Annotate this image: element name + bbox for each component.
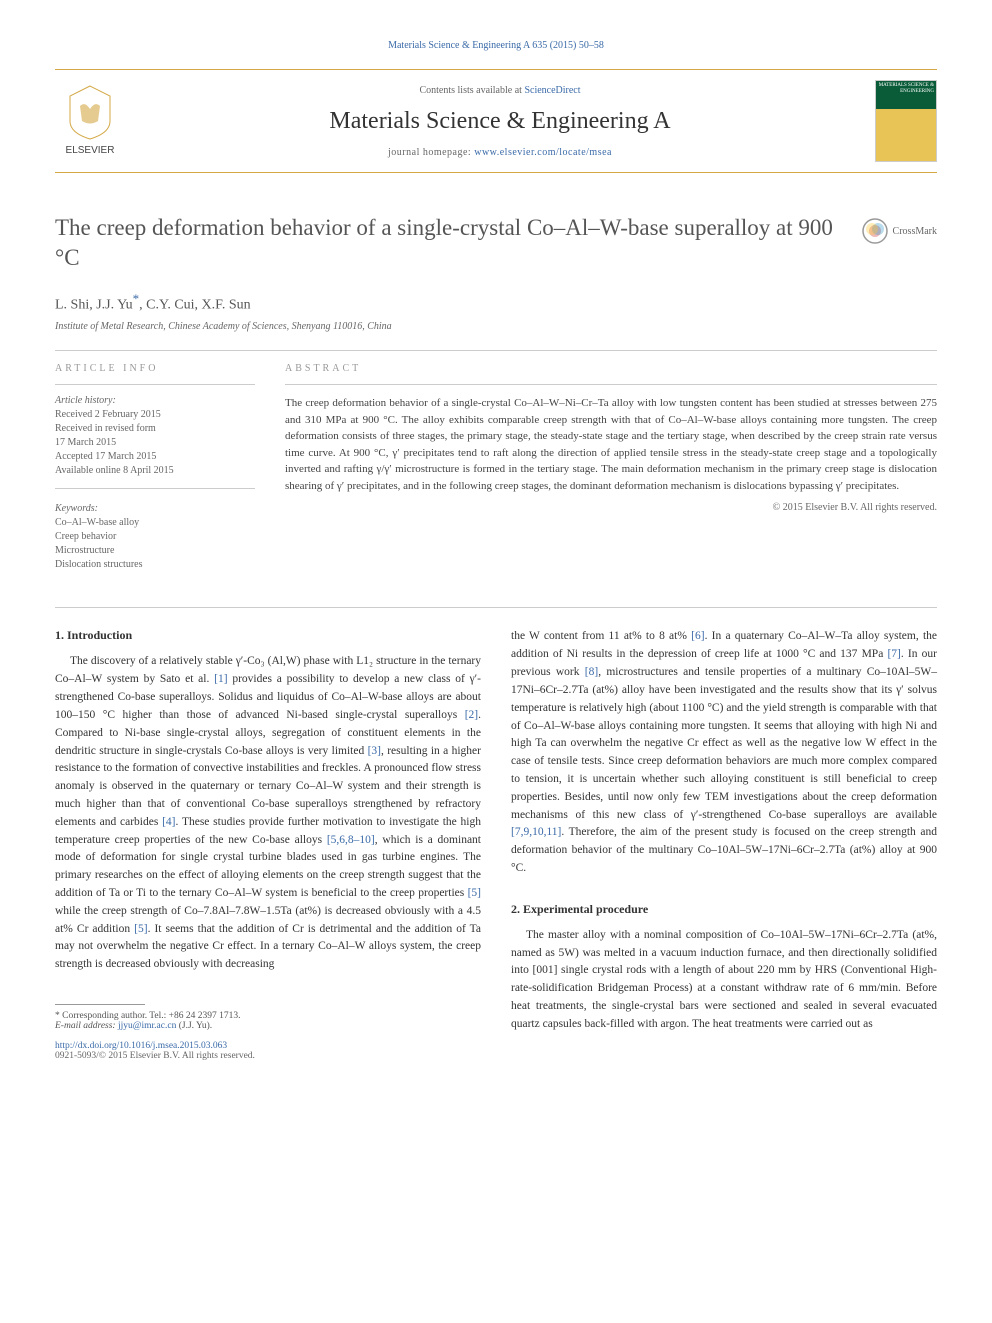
ref-5b[interactable]: [5] bbox=[134, 923, 147, 935]
body-columns: 1. Introduction The discovery of a relat… bbox=[55, 628, 937, 1061]
ref-3[interactable]: [3] bbox=[368, 745, 381, 757]
cover-title: MATERIALS SCIENCE & ENGINEERING bbox=[876, 81, 936, 96]
email-label: E-mail address: bbox=[55, 1021, 118, 1031]
homepage-link[interactable]: www.elsevier.com/locate/msea bbox=[474, 147, 612, 158]
journal-cover-thumb: MATERIALS SCIENCE & ENGINEERING bbox=[875, 80, 937, 162]
article-info-label: ARTICLE INFO bbox=[55, 363, 255, 374]
abstract-divider bbox=[285, 384, 937, 385]
authors-rest: , C.Y. Cui, X.F. Sun bbox=[139, 297, 250, 312]
abstract-col: ABSTRACT The creep deformation behavior … bbox=[285, 363, 937, 572]
c2-a: the W content from 11 at% to 8 at% bbox=[511, 630, 691, 642]
history-text: Received 2 February 2015 Received in rev… bbox=[55, 408, 255, 478]
info-divider-2 bbox=[55, 488, 255, 489]
title-row: The creep deformation behavior of a sing… bbox=[55, 213, 937, 273]
column-left: 1. Introduction The discovery of a relat… bbox=[55, 628, 481, 1061]
footnote-corresponding: * Corresponding author. Tel.: +86 24 239… bbox=[55, 1011, 481, 1021]
section-1-heading: 1. Introduction bbox=[55, 628, 481, 643]
divider-body bbox=[55, 607, 937, 608]
contents-line: Contents lists available at ScienceDirec… bbox=[125, 85, 875, 96]
ref-5a[interactable]: [5] bbox=[468, 887, 481, 899]
journal-ref-top: Materials Science & Engineering A 635 (2… bbox=[55, 40, 937, 51]
ref-5-10[interactable]: [5,6,8–10] bbox=[327, 834, 375, 846]
crossmark-label: CrossMark bbox=[893, 226, 937, 237]
journal-homepage-line: journal homepage: www.elsevier.com/locat… bbox=[125, 147, 875, 158]
header-bar: ELSEVIER Contents lists available at Sci… bbox=[55, 69, 937, 173]
section-2-body: The master alloy with a nominal composit… bbox=[511, 927, 937, 1034]
s2-p1: The master alloy with a nominal composit… bbox=[511, 927, 937, 1034]
c2-d: , microstructures and tensile properties… bbox=[511, 666, 937, 821]
authors: L. Shi, J.J. Yu*, C.Y. Cui, X.F. Sun bbox=[55, 291, 937, 314]
abstract-label: ABSTRACT bbox=[285, 363, 937, 374]
crossmark-icon bbox=[862, 218, 888, 244]
article-title: The creep deformation behavior of a sing… bbox=[55, 213, 842, 273]
abstract-copyright: © 2015 Elsevier B.V. All rights reserved… bbox=[285, 502, 937, 513]
keywords-text: Co–Al–W-base alloy Creep behavior Micros… bbox=[55, 516, 255, 572]
affiliation: Institute of Metal Research, Chinese Aca… bbox=[55, 321, 937, 332]
issn-copyright: 0921-5093/© 2015 Elsevier B.V. All right… bbox=[55, 1051, 481, 1061]
footnote-rule bbox=[55, 1004, 145, 1005]
doi-link[interactable]: http://dx.doi.org/10.1016/j.msea.2015.03… bbox=[55, 1041, 481, 1051]
history-label: Article history: bbox=[55, 395, 255, 406]
divider-top bbox=[55, 350, 937, 351]
meta-abstract-row: ARTICLE INFO Article history: Received 2… bbox=[55, 363, 937, 572]
article-info-col: ARTICLE INFO Article history: Received 2… bbox=[55, 363, 255, 572]
ref-2[interactable]: [2] bbox=[465, 709, 478, 721]
crossmark-badge[interactable]: CrossMark bbox=[862, 218, 937, 244]
elsevier-label: ELSEVIER bbox=[66, 145, 115, 156]
c2-e: . Therefore, the aim of the present stud… bbox=[511, 826, 937, 874]
contents-prefix: Contents lists available at bbox=[419, 85, 524, 96]
footnote-email: E-mail address: jjyu@imr.ac.cn (J.J. Yu)… bbox=[55, 1021, 481, 1031]
email-link[interactable]: jjyu@imr.ac.cn bbox=[118, 1021, 176, 1031]
section-1-body: The discovery of a relatively stable γ′-… bbox=[55, 653, 481, 974]
ref-6[interactable]: [6] bbox=[691, 630, 704, 642]
authors-main: L. Shi, J.J. Yu bbox=[55, 297, 133, 312]
homepage-prefix: journal homepage: bbox=[388, 147, 474, 158]
header-center: Contents lists available at ScienceDirec… bbox=[125, 85, 875, 158]
journal-name: Materials Science & Engineering A bbox=[125, 108, 875, 135]
elsevier-logo: ELSEVIER bbox=[55, 81, 125, 161]
ref-4[interactable]: [4] bbox=[162, 816, 175, 828]
ref-1[interactable]: [1] bbox=[214, 673, 227, 685]
section-2-heading: 2. Experimental procedure bbox=[511, 902, 937, 917]
page-container: Materials Science & Engineering A 635 (2… bbox=[0, 0, 992, 1101]
abstract-text: The creep deformation behavior of a sing… bbox=[285, 395, 937, 494]
keywords-label: Keywords: bbox=[55, 503, 255, 514]
ref-multi[interactable]: [7,9,10,11] bbox=[511, 826, 561, 838]
ref-7[interactable]: [7] bbox=[887, 648, 900, 660]
sciencedirect-link[interactable]: ScienceDirect bbox=[524, 85, 580, 96]
column-right: the W content from 11 at% to 8 at% [6] . … bbox=[511, 628, 937, 1061]
section-1-continued: the W content from 11 at% to 8 at% [6] . … bbox=[511, 628, 937, 877]
email-suffix: (J.J. Yu). bbox=[176, 1021, 212, 1031]
info-divider-1 bbox=[55, 384, 255, 385]
ref-8[interactable]: [8] bbox=[585, 666, 598, 678]
